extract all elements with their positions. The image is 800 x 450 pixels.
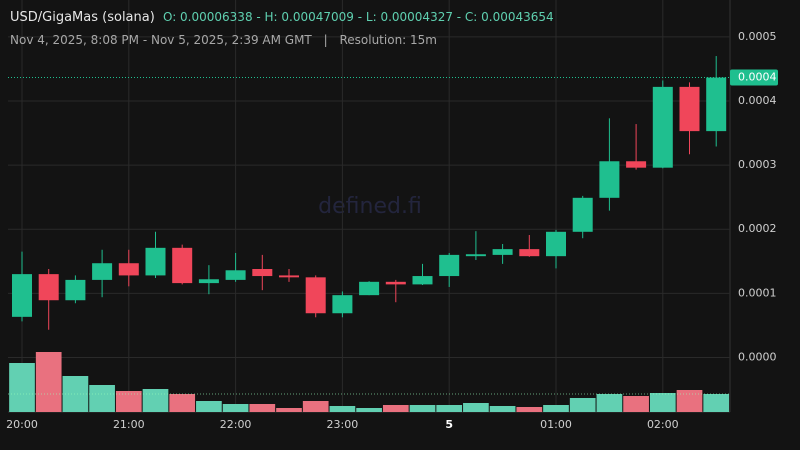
candle-body [172, 247, 193, 284]
candle-body [706, 77, 727, 132]
candle-body [519, 249, 540, 257]
volume-bar [222, 404, 249, 412]
candle-body [12, 274, 32, 317]
x-tick-label: 21:00 [113, 418, 145, 431]
x-tick-label: 5 [445, 418, 453, 431]
volume-bar [35, 352, 62, 412]
volume-bar [676, 390, 703, 412]
x-tick-label: 22:00 [220, 418, 252, 431]
candle-body [225, 270, 246, 280]
volume-bar [249, 404, 276, 412]
volume-bar [543, 405, 569, 412]
volume-bar [703, 394, 730, 412]
volume-bar [436, 405, 463, 412]
resolution: Resolution: 15m [339, 33, 437, 47]
y-tick-label: 0.0003 [738, 158, 777, 171]
candle-body [412, 276, 433, 285]
y-tick-label: 0.0002 [738, 222, 777, 235]
volume-bar [329, 406, 356, 412]
candle-body [439, 254, 460, 277]
candle-body [359, 281, 380, 296]
candle-body [118, 263, 139, 276]
y-tick-label: 0.0004 [738, 94, 777, 107]
volume-bar [356, 408, 382, 412]
candle-body [465, 254, 486, 257]
candle-body [572, 197, 593, 232]
volume-bar [196, 401, 222, 412]
volume-bar [62, 376, 89, 412]
volume-bar [9, 363, 35, 412]
candle-body [198, 279, 219, 284]
x-tick-label: 20:00 [6, 418, 38, 431]
y-tick-label: 0.0005 [738, 30, 777, 43]
volume-bar [302, 401, 329, 412]
y-tick-label: 0.0001 [738, 286, 777, 299]
candle-body [492, 249, 513, 255]
candle-body [305, 277, 326, 314]
volume-bar [276, 408, 302, 412]
candle-body [546, 231, 566, 257]
volume-bar [463, 403, 489, 412]
candle-body [145, 247, 166, 276]
volume-bar [596, 394, 623, 412]
separator: | [323, 33, 328, 47]
candle-body [599, 161, 620, 198]
ohlc-summary: O: 0.00006338 - H: 0.00047009 - L: 0.000… [162, 10, 554, 24]
header: USD/GigaMas (solana) O: 0.00006338 - H: … [10, 10, 554, 25]
last-price-label: 0.0004 [738, 71, 777, 84]
candle-body [652, 86, 673, 168]
last-price-box [730, 69, 778, 86]
candle-body [92, 263, 113, 280]
candle-body [385, 281, 406, 285]
volume-bar [569, 398, 596, 412]
volume-bar [649, 393, 676, 412]
subheader: Nov 4, 2025, 8:08 PM - Nov 5, 2025, 2:39… [10, 33, 445, 47]
candle-body [679, 86, 700, 132]
candle-body [626, 161, 647, 168]
candle-body [38, 274, 59, 301]
candle-body [332, 295, 353, 314]
chart-title: USD/GigaMas (solana) [10, 10, 155, 25]
volume-bar [89, 385, 115, 412]
volume-bar [382, 405, 409, 412]
watermark: defined.fi [318, 194, 422, 219]
x-tick-label: 01:00 [540, 418, 572, 431]
candle-body [279, 275, 299, 278]
x-tick-label: 23:00 [327, 418, 359, 431]
volume-bar [142, 389, 169, 412]
x-tick-label: 02:00 [647, 418, 679, 431]
candle-body [252, 268, 273, 277]
y-tick-label: 0.0000 [738, 350, 777, 363]
volume-bar [623, 396, 649, 412]
candle-body [65, 279, 86, 301]
volume-bar [169, 394, 196, 412]
volume-bar [516, 407, 543, 412]
volume-bar [115, 391, 142, 412]
volume-bar [489, 406, 516, 412]
date-range: Nov 4, 2025, 8:08 PM - Nov 5, 2025, 2:39… [10, 33, 312, 47]
volume-bar [409, 405, 436, 412]
